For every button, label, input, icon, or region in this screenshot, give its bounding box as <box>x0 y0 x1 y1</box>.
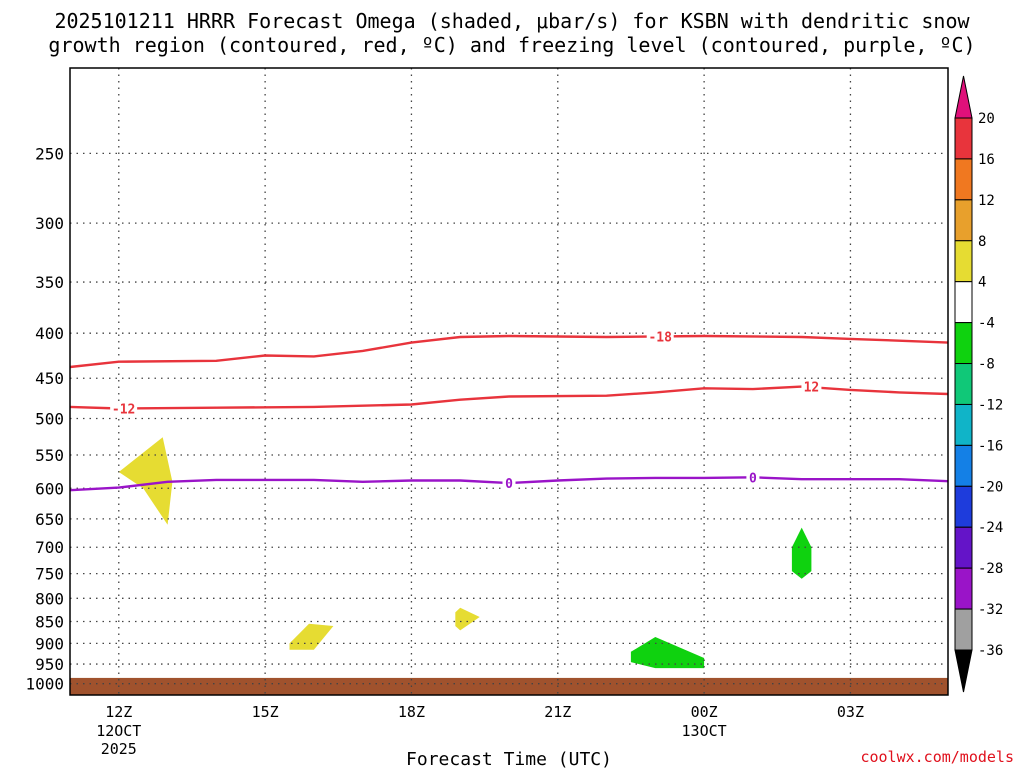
colorbar-swatch-5 <box>954 322 973 365</box>
contour-label-3-bg <box>502 476 516 491</box>
ground-fill <box>70 677 948 695</box>
y-tick-label-550: 550 <box>35 446 64 465</box>
colorbar-swatch-2 <box>954 199 973 242</box>
colorbar-top-arrow <box>954 75 973 119</box>
contour-label-3b: 0 <box>749 471 757 486</box>
chart-title-line2: growth region (contoured, red, ºC) and f… <box>48 33 976 57</box>
y-tick-label-500: 500 <box>35 410 64 429</box>
contour-label-3: 0 <box>505 477 513 492</box>
colorbar-label-11: -28 <box>978 561 1003 577</box>
contour-label-3b-bg <box>746 470 760 485</box>
x-tick-label-00Z: 00Z <box>691 703 718 721</box>
colorbar-swatch-4 <box>954 281 973 324</box>
contour-label-2-bg <box>801 379 822 394</box>
contour-line-0 <box>69 334 949 369</box>
colorbar-swatch-11 <box>954 567 973 610</box>
y-tick-label-400: 400 <box>35 324 64 343</box>
y-tick-label-350: 350 <box>35 273 64 292</box>
colorbar-swatch-3 <box>954 240 973 283</box>
contour-label-1-bg <box>110 401 138 416</box>
y-tick-label-600: 600 <box>35 479 64 498</box>
y-tick-label-450: 450 <box>35 369 64 388</box>
colorbar-label-9: -20 <box>978 479 1003 495</box>
colorbar-label-2: 12 <box>978 193 995 209</box>
colorbar-label-10: -24 <box>978 520 1003 536</box>
colorbar-label-0: 20 <box>978 111 995 127</box>
green-blob-1 <box>630 637 705 669</box>
colorbar-label-12: -32 <box>978 602 1003 618</box>
colorbar-swatch-10 <box>954 526 973 569</box>
colorbar-label-4: 4 <box>978 275 986 291</box>
colorbar-label-3: 8 <box>978 234 986 250</box>
colorbar-label-5: -4 <box>978 316 995 332</box>
y-tick-label-900: 900 <box>35 634 64 653</box>
colorbar-swatch-7 <box>954 403 973 446</box>
colorbar-swatch-8 <box>954 444 973 487</box>
x-tick-label-15Z: 15Z <box>252 703 279 721</box>
contour-label-0: -18 <box>648 330 672 345</box>
colorbar-swatch-9 <box>954 485 973 528</box>
y-tick-label-250: 250 <box>35 144 64 163</box>
contour-label-1: -12 <box>112 402 135 417</box>
colorbar-label-1: 16 <box>978 152 995 168</box>
y-tick-label-750: 750 <box>35 565 64 584</box>
colorbar-label-8: -16 <box>978 438 1003 454</box>
colorbar-bottom-arrow <box>954 649 973 693</box>
colorbar-swatch-0 <box>954 117 973 160</box>
x-axis-label: Forecast Time (UTC) <box>406 749 612 768</box>
colorbar-swatch-6 <box>954 363 973 405</box>
yellow-blob-3 <box>455 607 480 631</box>
y-tick-label-800: 800 <box>35 589 64 608</box>
colorbar-swatch-1 <box>954 158 973 201</box>
y-tick-label-850: 850 <box>35 613 64 632</box>
x-tick-year-12Z: 2025 <box>101 740 137 758</box>
colorbar-label-6: -8 <box>978 357 995 373</box>
x-tick-label-12Z: 12Z <box>105 703 132 721</box>
y-tick-label-650: 650 <box>35 510 64 529</box>
x-tick-label-21Z: 21Z <box>544 703 571 721</box>
x-tick-date-00Z: 13OCT <box>682 722 727 740</box>
green-blob-2 <box>791 527 812 579</box>
y-tick-label-700: 700 <box>35 538 64 557</box>
colorbar-label-13: -36 <box>978 643 1003 659</box>
plot-frame <box>69 67 949 696</box>
yellow-blob-2 <box>289 623 334 650</box>
y-tick-label-300: 300 <box>35 214 64 233</box>
chart-title-line1: 2025101211 HRRR Forecast Omega (shaded, … <box>54 9 970 33</box>
colorbar-swatch-12 <box>954 608 973 651</box>
y-tick-label-950: 950 <box>35 655 64 674</box>
contour-label-0-bg <box>646 329 674 344</box>
x-tick-date-12Z: 12OCT <box>96 722 141 740</box>
yellow-blob-1 <box>118 437 173 525</box>
contour-line-1 <box>69 385 949 410</box>
credit-text: coolwx.com/models <box>860 748 1014 766</box>
x-tick-label-18Z: 18Z <box>398 703 425 721</box>
y-tick-label-1000: 1000 <box>25 675 64 694</box>
colorbar-label-7: -12 <box>978 397 1003 413</box>
contour-label-2: 12 <box>804 381 820 396</box>
x-tick-label-03Z: 03Z <box>837 703 864 721</box>
